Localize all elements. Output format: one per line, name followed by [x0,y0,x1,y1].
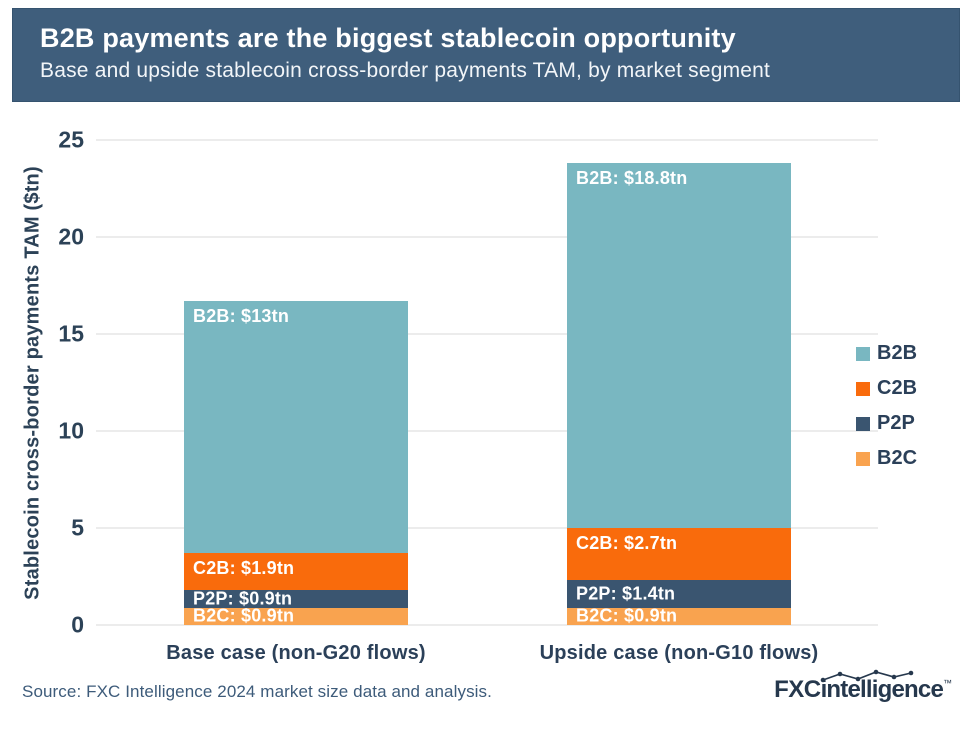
segment-label: B2B: $13tn [193,306,290,327]
segment-label: B2C: $0.9tn [576,605,678,626]
legend-swatch-icon [856,451,870,466]
grid-line [96,430,878,432]
header-banner: B2B payments are the biggest stablecoin … [12,8,960,102]
bar-segment-c2b: C2B: $1.9tn [184,553,408,591]
logo-sparkline-icon [820,669,914,683]
legend-item-p2p: P2P [856,406,917,441]
legend-label: P2P [877,412,915,434]
grid-line [96,139,878,141]
y-tick-label: 5 [71,514,84,541]
x-axis-label: Upside case (non-G10 flows) [539,642,819,664]
segment-label: P2P: $0.9tn [193,588,293,609]
x-axis-label: Base case (non-G20 flows) [166,642,426,664]
segment-label: B2B: $18.8tn [576,168,688,189]
bar-segment-b2c: B2C: $0.9tn [567,605,791,626]
segment-label: B2C: $0.9tn [193,605,295,626]
fxc-intelligence-logo: FXCintelligence™ [774,669,952,708]
logo-fxc-text: FXC [774,676,821,703]
legend-item-c2b: C2B [856,371,917,406]
bar-segment-b2b: B2B: $13tn [184,301,408,554]
segment-label: C2B: $2.7tn [576,533,678,553]
source-note: Source: FXC Intelligence 2024 market siz… [22,682,492,701]
grid-line [96,527,878,529]
legend-label: B2B [877,342,918,364]
grid-line [96,624,878,626]
bar-segment-b2c: B2C: $0.9tn [184,605,408,626]
y-tick-label: 15 [58,320,84,347]
bar-segment-b2b: B2B: $18.8tn [567,163,791,528]
y-tick-label: 10 [58,417,84,444]
legend-swatch-icon [856,346,870,361]
legend-label: B2C [877,447,918,469]
legend-swatch-icon [856,416,870,431]
segment-label: C2B: $1.9tn [193,558,295,579]
logo-trademark: ™ [943,678,952,688]
grid-line [96,333,878,335]
y-tick-label: 25 [58,126,84,153]
bar-segment-p2p: P2P: $1.4tn [567,580,791,608]
legend-swatch-icon [856,381,870,396]
legend-item-b2b: B2B [856,336,917,371]
bar-segment-p2p: P2P: $0.9tn [184,588,408,609]
bar-segment-c2b: C2B: $2.7tn [567,528,791,581]
grid-line [96,236,878,238]
y-tick-label: 20 [58,223,84,250]
segment-label: P2P: $1.4tn [576,583,676,604]
legend: B2B C2B P2P B2C [856,336,917,476]
legend-label: C2B [877,377,918,399]
legend-item-b2c: B2C [856,441,917,476]
chart-subtitle: Base and upside stablecoin cross-border … [40,58,771,82]
chart-title: B2B payments are the biggest stablecoin … [40,23,736,53]
logo-intelligence-text: intelligence [820,676,944,703]
y-tick-label: 0 [71,611,84,638]
